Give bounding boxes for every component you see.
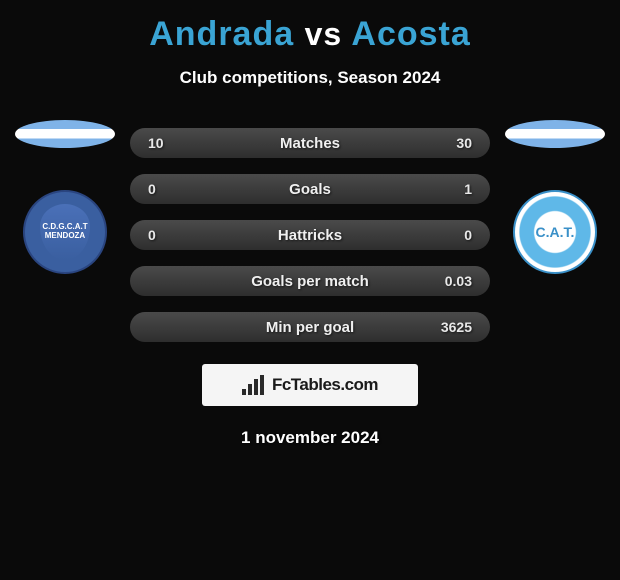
stat-right-value: 0	[432, 227, 472, 243]
stat-right-value: 3625	[432, 319, 472, 335]
crest-right-icon: C.A.T.	[513, 190, 597, 274]
vs-text: vs	[305, 16, 343, 52]
bar-chart-icon	[242, 375, 266, 395]
stat-label: Hattricks	[278, 227, 342, 244]
comparison-card: Andrada vs Acosta Club competitions, Sea…	[0, 0, 620, 458]
stat-left-value: 0	[148, 227, 188, 243]
flag-right-icon	[505, 120, 605, 148]
left-column: C.D.G.C.A.T MENDOZA	[10, 128, 120, 274]
stat-row: 0 Goals 1	[130, 174, 490, 204]
main-area: C.D.G.C.A.T MENDOZA C.A.T. 10 Matches 30…	[0, 128, 620, 448]
stat-right-value: 30	[432, 135, 472, 151]
stat-label: Goals	[289, 181, 331, 198]
crest-left-label: C.D.G.C.A.T MENDOZA	[40, 204, 90, 260]
subtitle: Club competitions, Season 2024	[0, 68, 620, 88]
date-text: 1 november 2024	[0, 428, 620, 448]
stat-right-value: 0.03	[432, 273, 472, 289]
stat-row: 10 Matches 30	[130, 128, 490, 158]
title: Andrada vs Acosta	[0, 15, 620, 54]
flag-left-icon	[15, 120, 115, 148]
stat-label: Goals per match	[251, 273, 369, 290]
stat-left-value: 0	[148, 181, 188, 197]
stat-row: 0 Hattricks 0	[130, 220, 490, 250]
player1-name: Andrada	[149, 15, 294, 53]
crest-right-label: C.A.T.	[535, 212, 575, 252]
branding-text: FcTables.com	[272, 375, 378, 395]
stat-row: Min per goal 3625	[130, 312, 490, 342]
stats-list: 10 Matches 30 0 Goals 1 0 Hattricks 0 Go…	[130, 128, 490, 342]
stat-right-value: 1	[432, 181, 472, 197]
branding-badge[interactable]: FcTables.com	[202, 364, 418, 406]
stat-left-value: 10	[148, 135, 188, 151]
right-column: C.A.T.	[500, 128, 610, 274]
stat-row: Goals per match 0.03	[130, 266, 490, 296]
player2-name: Acosta	[351, 15, 470, 53]
crest-left-icon: C.D.G.C.A.T MENDOZA	[23, 190, 107, 274]
stat-label: Matches	[280, 135, 340, 152]
stat-label: Min per goal	[266, 319, 354, 336]
